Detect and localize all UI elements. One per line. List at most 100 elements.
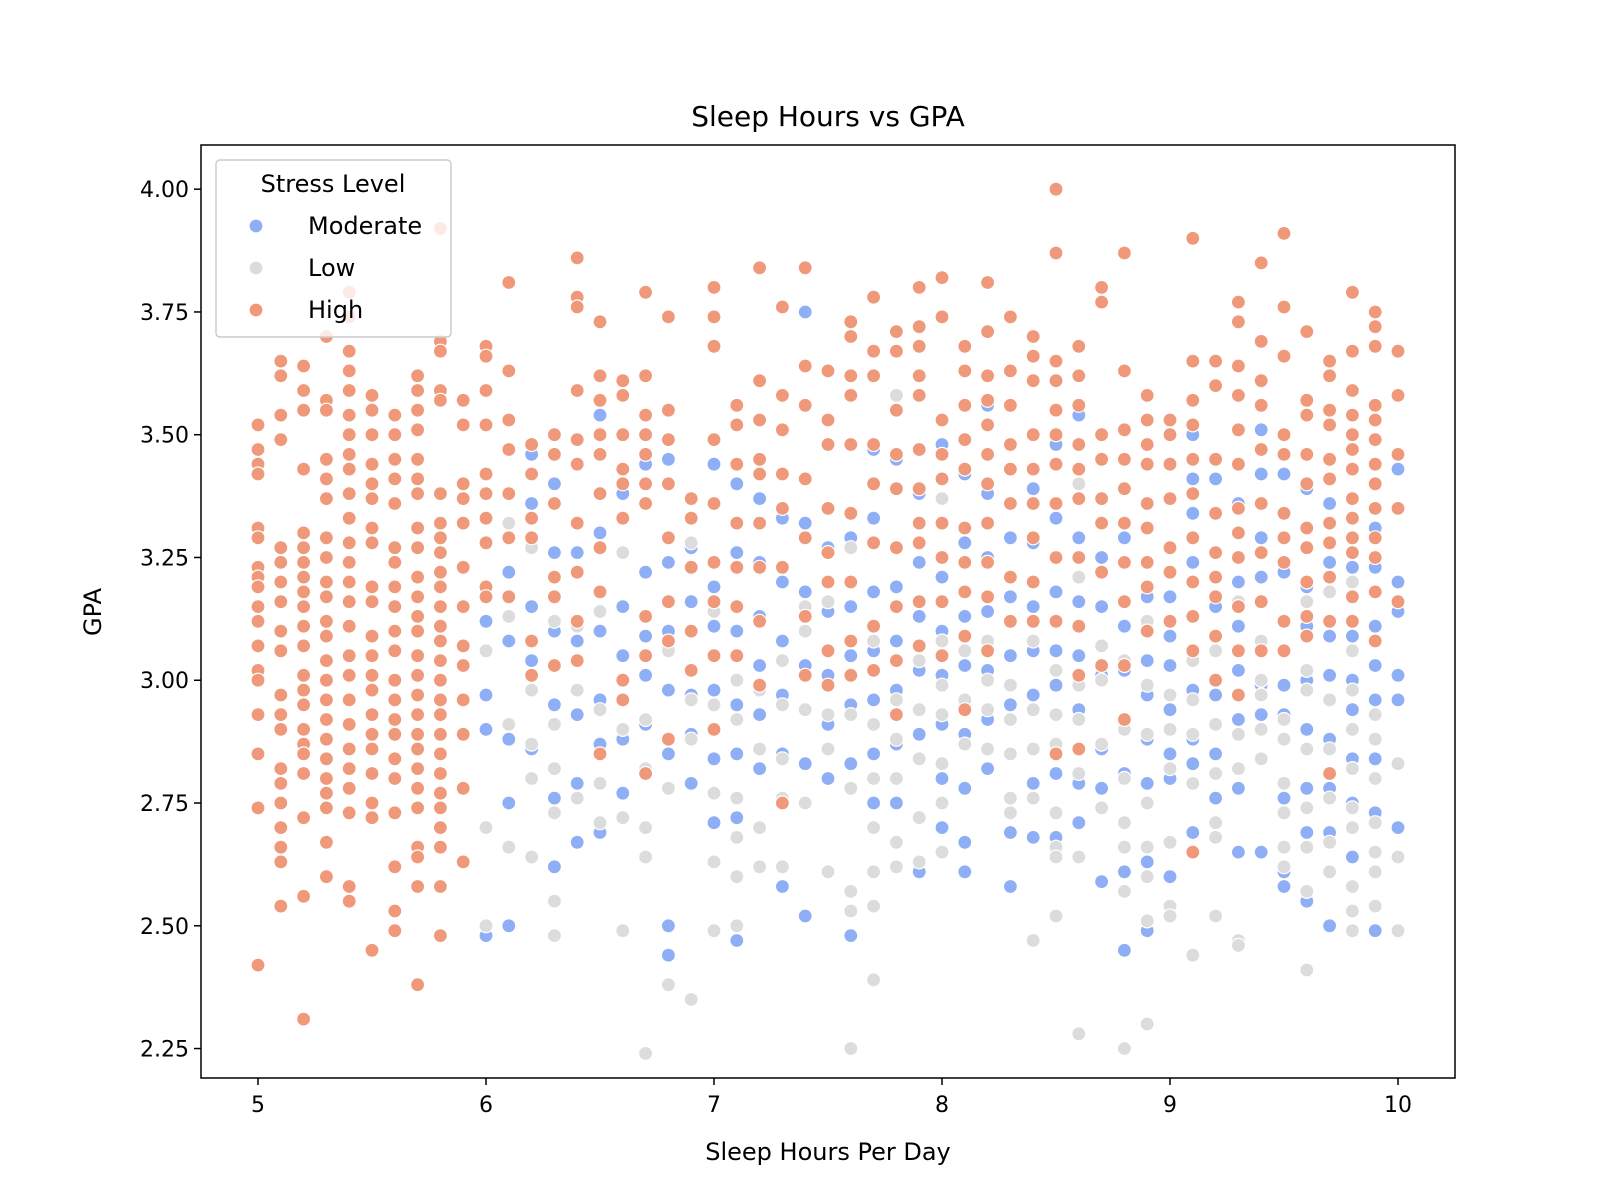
data-point xyxy=(410,623,426,639)
data-point xyxy=(250,579,266,595)
data-point xyxy=(979,589,996,605)
data-point xyxy=(1344,382,1361,399)
data-point xyxy=(1207,790,1224,806)
data-point xyxy=(1344,682,1361,698)
data-point xyxy=(1276,711,1292,728)
data-point xyxy=(637,476,654,492)
data-point xyxy=(706,721,722,738)
data-point xyxy=(364,387,380,403)
data-point xyxy=(797,471,813,487)
data-point xyxy=(1162,589,1178,605)
data-point xyxy=(1344,903,1361,919)
data-point xyxy=(957,643,973,659)
data-point xyxy=(523,770,540,787)
data-point xyxy=(1230,314,1247,330)
data-point xyxy=(615,476,631,492)
data-point xyxy=(1207,628,1224,644)
data-point xyxy=(318,785,334,801)
data-point xyxy=(501,795,517,811)
data-point xyxy=(1367,692,1383,708)
data-point xyxy=(1071,569,1087,585)
data-point xyxy=(1093,672,1110,688)
data-point xyxy=(637,407,654,423)
data-point xyxy=(1139,839,1155,855)
y-axis-label: GPA xyxy=(79,587,107,636)
data-point xyxy=(341,382,357,399)
data-point xyxy=(706,751,722,767)
data-point xyxy=(979,760,996,777)
data-point xyxy=(1071,368,1087,384)
data-point xyxy=(546,569,563,585)
data-point xyxy=(660,554,677,571)
data-point xyxy=(1299,800,1315,816)
y-tick-label: 3.25 xyxy=(140,546,189,571)
data-point xyxy=(1276,530,1292,546)
data-point xyxy=(911,702,927,718)
data-point xyxy=(729,598,745,615)
data-point xyxy=(523,736,540,752)
data-point xyxy=(569,706,585,723)
data-point xyxy=(1185,554,1201,571)
data-point xyxy=(1207,505,1224,521)
data-point xyxy=(1344,643,1361,659)
data-point xyxy=(341,407,357,423)
data-point xyxy=(387,495,403,512)
data-point xyxy=(410,608,426,625)
data-point xyxy=(637,648,654,664)
data-point xyxy=(592,815,608,831)
x-axis-label: Sleep Hours Per Day xyxy=(705,1138,951,1166)
data-point xyxy=(1299,520,1315,536)
data-point xyxy=(911,441,927,458)
data-point xyxy=(1207,378,1224,394)
data-point xyxy=(843,1040,859,1057)
data-point xyxy=(1344,819,1361,836)
data-point xyxy=(546,760,563,777)
data-point xyxy=(1071,594,1087,610)
data-point xyxy=(957,338,973,354)
data-point xyxy=(1367,319,1383,335)
data-point xyxy=(1321,535,1338,551)
data-point xyxy=(797,702,813,718)
data-point xyxy=(592,427,608,443)
data-point xyxy=(1139,726,1155,742)
data-point xyxy=(1093,294,1110,310)
data-point xyxy=(1344,923,1361,939)
data-point xyxy=(592,623,608,639)
data-point xyxy=(1321,790,1338,806)
data-point xyxy=(934,309,950,325)
data-point xyxy=(1321,451,1338,467)
data-point xyxy=(1162,564,1178,580)
data-point xyxy=(1071,549,1087,566)
data-point xyxy=(1299,628,1315,644)
data-point xyxy=(660,451,677,467)
data-point xyxy=(751,260,768,276)
data-point xyxy=(296,540,312,556)
data-point xyxy=(296,618,312,634)
data-point xyxy=(706,815,722,831)
data-point xyxy=(1299,392,1315,408)
data-point xyxy=(615,387,631,403)
data-point xyxy=(1002,648,1019,664)
data-point xyxy=(1253,441,1269,458)
data-point xyxy=(1344,613,1361,629)
data-point xyxy=(1207,908,1224,924)
data-point xyxy=(410,368,426,384)
data-point xyxy=(1207,716,1224,733)
data-point xyxy=(865,864,882,880)
data-point xyxy=(1025,741,1041,757)
data-point xyxy=(387,859,403,875)
data-point xyxy=(797,260,813,276)
data-point xyxy=(1139,520,1155,536)
data-point xyxy=(592,446,608,462)
data-point xyxy=(729,476,745,492)
data-point xyxy=(706,618,722,634)
data-point xyxy=(911,481,927,497)
data-point xyxy=(1025,427,1041,443)
data-point xyxy=(432,652,448,669)
data-point xyxy=(1321,613,1338,629)
data-point xyxy=(341,594,357,610)
data-point xyxy=(1162,869,1178,885)
data-point xyxy=(888,598,905,615)
data-point xyxy=(683,623,699,639)
